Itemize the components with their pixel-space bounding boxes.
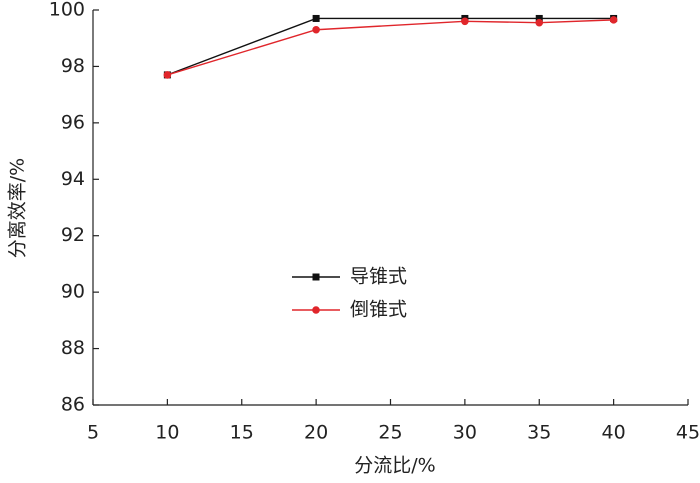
- y-tick-label: 86: [61, 394, 85, 416]
- x-tick-label: 40: [602, 422, 626, 444]
- y-tick-label: 94: [61, 168, 85, 190]
- legend-marker: [312, 273, 320, 281]
- y-tick-label: 100: [49, 0, 85, 21]
- y-tick-label: 96: [61, 111, 85, 133]
- series-line: [167, 19, 614, 76]
- y-tick-label: 98: [61, 55, 85, 77]
- x-tick-label: 15: [230, 422, 254, 444]
- data-point: [461, 17, 469, 26]
- data-point: [312, 14, 320, 22]
- x-tick-label: 5: [87, 422, 99, 444]
- y-axis-label: 分离效率/%: [7, 158, 29, 258]
- series-line: [167, 17, 614, 76]
- x-tick-label: 20: [304, 422, 328, 444]
- data-point: [312, 25, 320, 34]
- data-point: [535, 18, 544, 27]
- x-tick-label: 45: [676, 422, 700, 444]
- x-tick-label: 30: [453, 422, 477, 444]
- x-tick-label: 10: [155, 422, 179, 444]
- legend-label: 导锥式: [350, 266, 407, 288]
- x-tick-label: 25: [378, 422, 402, 444]
- x-axis-label: 分流比/%: [354, 455, 435, 477]
- legend-marker: [312, 306, 320, 314]
- legend-label: 倒锥式: [350, 299, 407, 321]
- data-point: [535, 14, 543, 22]
- x-tick-label: 35: [527, 422, 551, 444]
- y-tick-label: 88: [61, 337, 85, 359]
- data-point: [609, 16, 618, 24]
- y-tick-label: 92: [61, 224, 85, 246]
- data-point: [163, 71, 172, 79]
- y-tick-label: 90: [61, 281, 85, 303]
